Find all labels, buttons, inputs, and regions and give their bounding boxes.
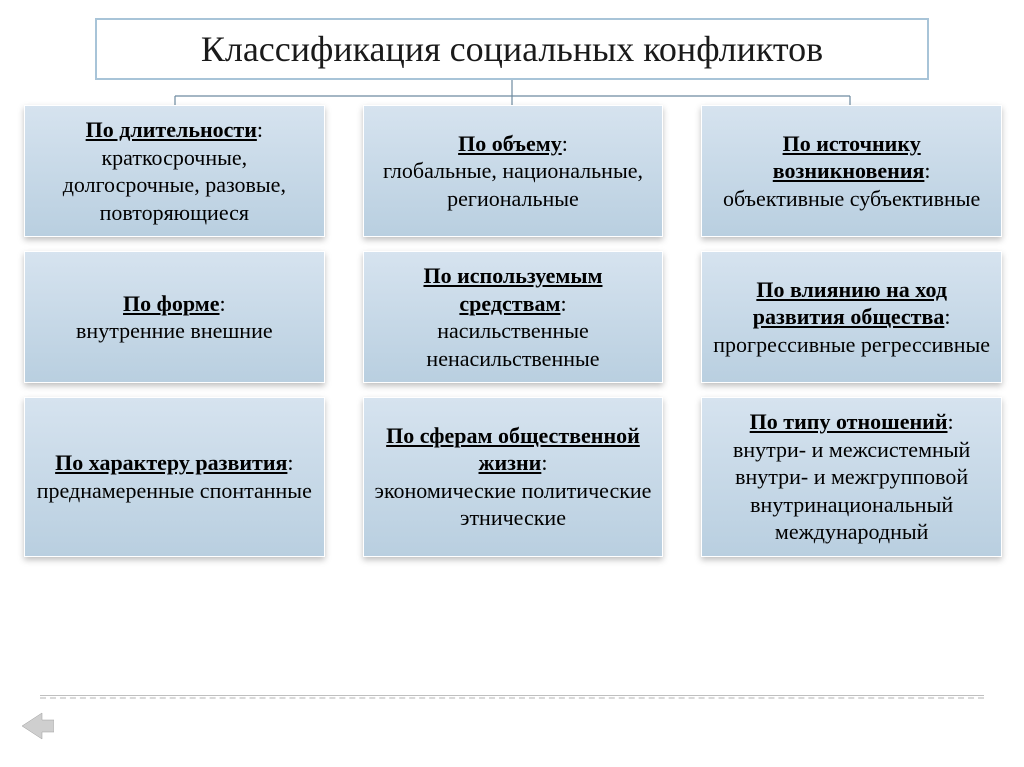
cell-scope: По объему: глобальные, национальные, рег… [363, 105, 664, 237]
cell-body: экономические политические этнические [372, 477, 655, 532]
cell-form: По форме: внутренние внешние [24, 251, 325, 383]
cell-body: внутренние внешние [76, 317, 273, 345]
cell-body: прогрессивные регрессивные [713, 331, 990, 359]
nav-arrow-icon [20, 711, 54, 741]
cell-heading: По источнику возникновения [773, 131, 925, 184]
cell-heading: По сферам общественной жизни [386, 423, 640, 476]
classification-grid: По длительности: краткосрочные, долгосро… [24, 105, 1002, 557]
cell-body: внутри- и межсистемный внутри- и межгруп… [710, 436, 993, 546]
cell-development-character: По характеру развития: преднамеренные сп… [24, 397, 325, 557]
cell-duration: По длительности: краткосрочные, долгосро… [24, 105, 325, 237]
colon: : [924, 158, 930, 183]
colon: : [948, 409, 954, 434]
cell-heading: По влиянию на ход развития общества [753, 277, 947, 330]
cell-heading: По длительности [86, 117, 257, 142]
colon: : [560, 291, 566, 316]
colon: : [541, 450, 547, 475]
cell-relation-type: По типу отношений: внутри- и межсистемны… [701, 397, 1002, 557]
cell-heading: По объему [458, 131, 562, 156]
cell-body: глобальные, национальные, региональные [372, 157, 655, 212]
diagram-title-box: Классификация социальных конфликтов [95, 18, 929, 80]
colon: : [562, 131, 568, 156]
cell-heading: По типу отношений [750, 409, 948, 434]
colon: : [287, 450, 293, 475]
cell-means: По используемым средствам: насильственны… [363, 251, 664, 383]
cell-body: объективные субъективные [723, 185, 980, 213]
cell-heading: По используемым средствам [423, 263, 602, 316]
cell-heading: По форме [123, 291, 220, 316]
colon: : [220, 291, 226, 316]
cell-spheres: По сферам общественной жизни: экономичес… [363, 397, 664, 557]
cell-body: краткосрочные, долгосрочные, разовые, по… [33, 144, 316, 227]
cell-body: преднамеренные спонтанные [37, 477, 312, 505]
cell-source: По источнику возникновения: объективные … [701, 105, 1002, 237]
cell-body: насильственные ненасильственные [372, 317, 655, 372]
cell-influence: По влиянию на ход развития общества: про… [701, 251, 1002, 383]
cell-heading: По характеру развития [55, 450, 287, 475]
footer-divider [40, 695, 984, 699]
colon: : [944, 304, 950, 329]
colon: : [257, 117, 263, 142]
diagram-title: Классификация социальных конфликтов [201, 28, 823, 70]
